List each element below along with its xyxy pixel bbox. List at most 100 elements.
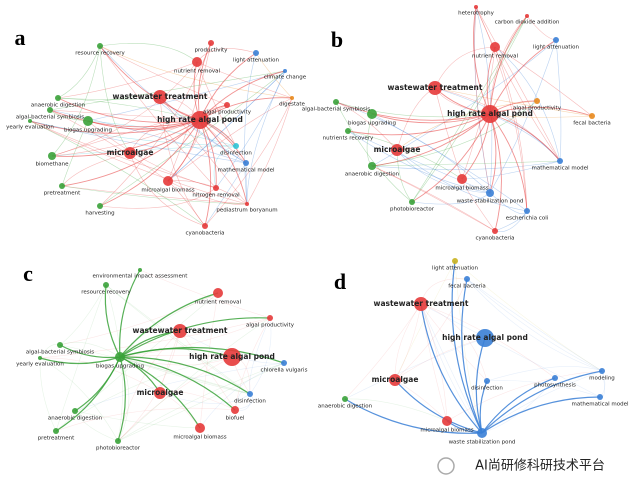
node-label: biofuel bbox=[226, 416, 245, 422]
node bbox=[553, 37, 559, 43]
edge bbox=[179, 330, 236, 411]
node bbox=[224, 102, 230, 108]
edge bbox=[420, 303, 448, 422]
node-label: disinfection bbox=[471, 386, 503, 392]
edge bbox=[466, 278, 603, 372]
edge bbox=[371, 113, 491, 167]
node bbox=[345, 128, 351, 134]
node-label: nitrogen removal bbox=[192, 193, 240, 199]
edge bbox=[249, 317, 271, 395]
node-label: biomethane bbox=[35, 162, 69, 168]
node bbox=[409, 199, 415, 205]
edge bbox=[99, 42, 212, 207]
node-label: anaerobic digestion bbox=[345, 172, 400, 178]
panel-label: c bbox=[23, 261, 33, 286]
edge bbox=[57, 97, 201, 121]
edge bbox=[119, 292, 219, 358]
edge bbox=[119, 355, 233, 358]
node bbox=[124, 147, 136, 159]
edge bbox=[119, 269, 141, 358]
node bbox=[368, 162, 376, 170]
node-label: microalgae bbox=[372, 375, 419, 384]
node-label: fecal bacteria bbox=[573, 121, 611, 127]
edge bbox=[489, 106, 593, 117]
edge bbox=[335, 101, 413, 203]
edge bbox=[196, 61, 237, 147]
edge bbox=[119, 356, 236, 411]
node-label: microalgae bbox=[107, 148, 154, 157]
edge bbox=[474, 6, 491, 194]
node bbox=[48, 152, 56, 160]
edge bbox=[119, 356, 251, 395]
edge bbox=[434, 46, 496, 89]
node bbox=[97, 43, 103, 49]
edge bbox=[450, 260, 468, 280]
edge bbox=[347, 130, 491, 194]
node bbox=[213, 288, 223, 298]
edge bbox=[466, 278, 603, 372]
node-label: wastewater treatment bbox=[133, 326, 228, 335]
edge bbox=[347, 113, 491, 136]
node bbox=[38, 356, 42, 360]
edge bbox=[394, 379, 483, 434]
edge bbox=[119, 317, 271, 358]
edge bbox=[411, 192, 491, 205]
edge bbox=[167, 97, 293, 182]
edge bbox=[489, 113, 528, 212]
node bbox=[115, 352, 125, 362]
node bbox=[589, 113, 595, 119]
edge bbox=[199, 119, 248, 205]
node bbox=[153, 90, 167, 104]
node bbox=[481, 105, 499, 123]
node-label: nutrient removal bbox=[472, 54, 519, 60]
node-label: carbon dioxide addition bbox=[495, 20, 560, 26]
node bbox=[428, 81, 442, 95]
node bbox=[213, 185, 219, 191]
node-label: productivity bbox=[195, 48, 229, 54]
edge bbox=[411, 113, 491, 203]
node bbox=[223, 348, 241, 366]
node bbox=[163, 176, 173, 186]
node bbox=[490, 42, 500, 52]
node-label: pretreatment bbox=[44, 191, 81, 197]
node bbox=[391, 144, 403, 156]
edge bbox=[119, 356, 201, 429]
node-label: high rate algal pond bbox=[447, 109, 533, 118]
node bbox=[452, 258, 458, 264]
node bbox=[245, 202, 249, 206]
edge bbox=[434, 87, 593, 117]
node-label: algal-bacterial symbiosis bbox=[26, 350, 94, 356]
edge bbox=[199, 362, 285, 429]
edge bbox=[394, 303, 422, 381]
edge bbox=[489, 113, 561, 162]
edge bbox=[234, 317, 271, 411]
node-label: light attenuation bbox=[533, 45, 579, 51]
edge bbox=[39, 357, 161, 394]
edge bbox=[489, 39, 557, 115]
edge bbox=[486, 366, 603, 382]
node-label: algal productivity bbox=[513, 106, 562, 112]
node-label: yearly evaluation bbox=[16, 362, 64, 368]
node bbox=[138, 268, 142, 272]
edge bbox=[489, 113, 502, 232]
edge bbox=[61, 120, 89, 187]
edge bbox=[255, 52, 293, 99]
node-label: microalgae bbox=[137, 388, 184, 397]
panel-label: b bbox=[331, 27, 343, 52]
node-label: cyanobacteria bbox=[475, 236, 514, 242]
edge bbox=[59, 284, 107, 346]
edge bbox=[59, 292, 219, 346]
edge bbox=[51, 61, 198, 157]
edge bbox=[199, 52, 257, 121]
edge bbox=[74, 362, 285, 412]
edge bbox=[159, 96, 248, 205]
node-label: anaerobic digestion bbox=[318, 404, 373, 410]
node bbox=[233, 143, 239, 149]
edge bbox=[434, 87, 561, 162]
edge bbox=[159, 96, 206, 227]
node-label: nutrient removal bbox=[174, 69, 221, 75]
edge bbox=[420, 303, 483, 434]
node-label: resource recovery bbox=[75, 51, 125, 57]
edge bbox=[167, 70, 286, 182]
node-label: mathematical model bbox=[572, 402, 629, 408]
